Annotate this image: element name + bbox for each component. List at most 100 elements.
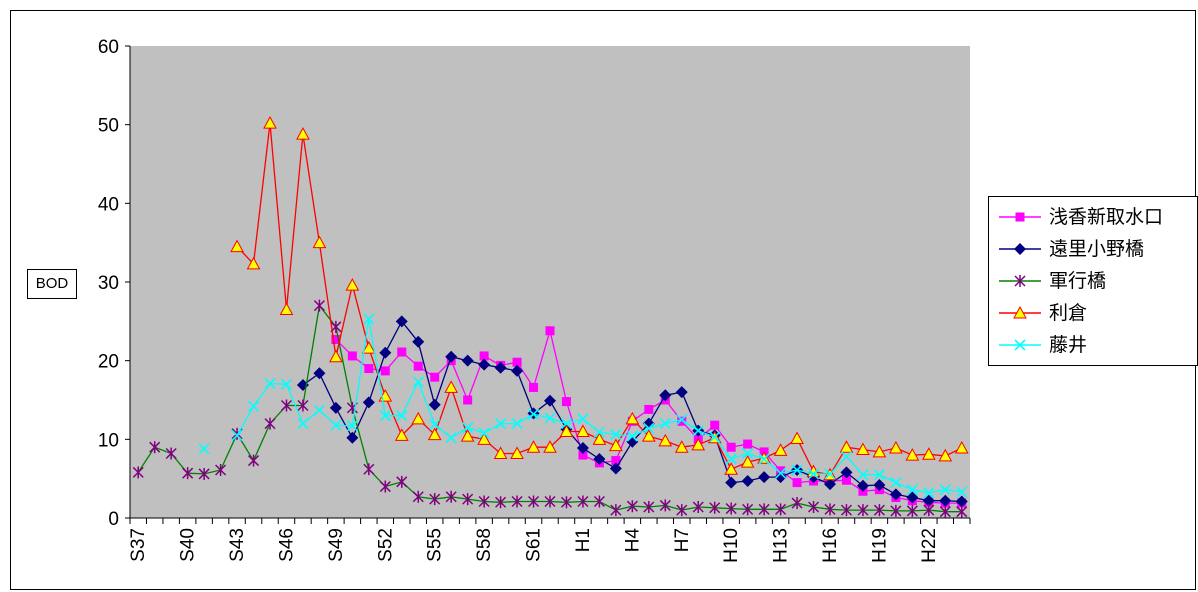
data-point [479, 351, 489, 361]
x-tick-label: S52 [375, 528, 396, 562]
data-point [659, 499, 671, 512]
x-tick-label: H19 [869, 528, 890, 563]
data-point [444, 380, 459, 393]
data-point [889, 488, 902, 501]
data-point [511, 364, 524, 377]
data-point [397, 347, 407, 357]
data-point [478, 427, 490, 439]
data-point [644, 404, 654, 414]
data-point [709, 501, 721, 514]
data-point [149, 441, 161, 454]
x-tick-label: S55 [425, 528, 446, 562]
data-point [674, 440, 689, 453]
data-point [560, 418, 573, 430]
data-point [511, 418, 523, 430]
data-point [923, 504, 935, 517]
data-point [347, 351, 357, 361]
data-point [758, 503, 770, 516]
data-point [726, 442, 736, 452]
data-point [642, 417, 655, 430]
data-point [724, 462, 739, 475]
data-point [182, 467, 194, 480]
data-point [774, 471, 787, 484]
data-point [428, 398, 441, 411]
data-point [493, 446, 508, 459]
data-point [198, 443, 210, 455]
data-point [857, 469, 869, 481]
data-point [215, 464, 227, 477]
data-point [247, 400, 260, 412]
data-point [411, 411, 426, 425]
legend-marker [1013, 305, 1027, 319]
data-point [313, 404, 325, 416]
data-point [511, 495, 523, 508]
data-point [527, 495, 540, 508]
legend-label: 軍行橋 [1049, 270, 1107, 292]
data-point [246, 256, 261, 270]
data-point [659, 389, 672, 402]
y-tick-label: 60 [98, 37, 119, 58]
data-point [872, 444, 887, 458]
data-point [775, 503, 787, 516]
legend-label: 利倉 [1049, 302, 1088, 324]
data-point [263, 116, 277, 129]
y-tick-label: 50 [98, 116, 119, 137]
data-point [873, 469, 885, 481]
data-point [824, 503, 836, 516]
data-point [460, 429, 475, 442]
data-point [840, 466, 853, 479]
data-point [741, 475, 754, 488]
x-tick-label: S37 [128, 528, 149, 562]
data-point [560, 496, 573, 509]
data-point [329, 349, 343, 363]
data-point [264, 417, 276, 430]
data-point [297, 418, 309, 430]
data-point [412, 376, 424, 388]
data-point [526, 440, 541, 453]
data-point [889, 440, 903, 454]
data-point [412, 335, 425, 348]
data-point [463, 395, 473, 405]
data-point [297, 399, 309, 412]
data-point [954, 440, 969, 454]
data-point [725, 453, 737, 465]
legend-item: 軍行橋 [997, 266, 1197, 296]
data-point [529, 382, 539, 392]
data-point [905, 448, 920, 461]
data-point [710, 420, 720, 430]
x-tick-label: H22 [919, 528, 940, 563]
data-point [495, 418, 507, 430]
data-point [395, 315, 408, 328]
data-point [742, 503, 754, 516]
data-point [873, 478, 886, 491]
data-point [626, 430, 638, 442]
legend-item: 遠里小野橋 [997, 234, 1197, 264]
y-tick-label: 30 [98, 273, 119, 294]
data-point [330, 419, 342, 431]
data-point [956, 505, 968, 518]
data-point [331, 334, 341, 344]
data-point [545, 326, 555, 336]
data-point [675, 386, 688, 399]
data-point [462, 421, 474, 434]
data-point [363, 463, 375, 476]
data-point [709, 431, 721, 443]
data-point [445, 350, 458, 363]
data-point [577, 495, 589, 508]
data-point [165, 447, 177, 460]
data-point [592, 432, 607, 445]
data-point [510, 446, 524, 459]
data-point [430, 372, 440, 382]
legend-item: 利倉 [997, 298, 1197, 328]
data-point [429, 418, 441, 430]
legend-swatch [999, 305, 1041, 319]
data-point [824, 478, 836, 491]
data-point [839, 440, 854, 453]
data-point [956, 486, 968, 498]
data-point [725, 476, 738, 489]
y-tick-label: 20 [98, 352, 119, 373]
data-point [725, 502, 737, 515]
data-point [231, 429, 243, 441]
data-point [676, 414, 688, 426]
y-tick-label: 0 [108, 509, 119, 530]
